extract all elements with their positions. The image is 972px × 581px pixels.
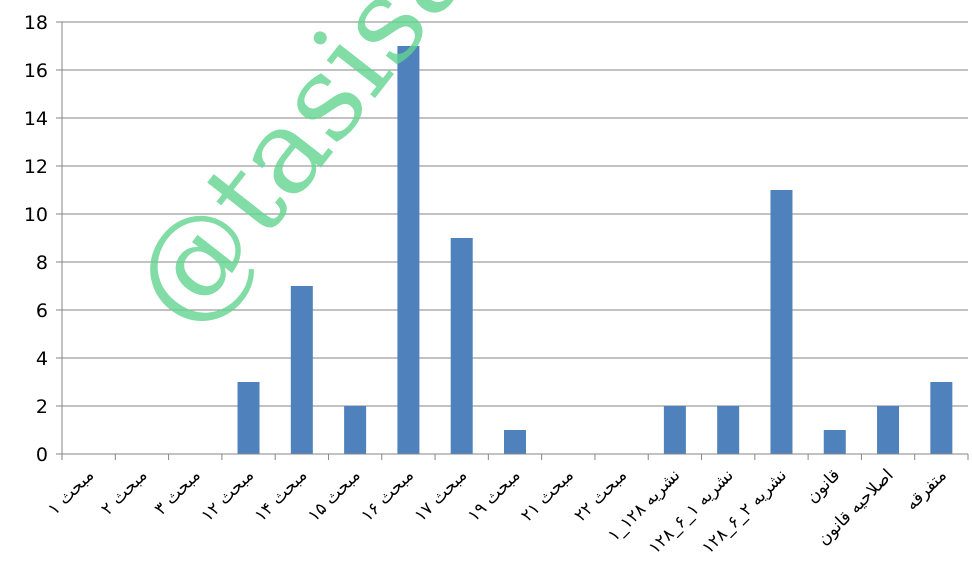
y-tick-label: 8 xyxy=(36,252,48,274)
y-tick-label: 6 xyxy=(36,300,48,322)
bar xyxy=(504,430,526,454)
axes xyxy=(61,22,969,460)
y-tick-label: 4 xyxy=(36,348,48,370)
y-tick-label: 16 xyxy=(24,60,48,82)
x-tick-label: متفرقه xyxy=(902,465,951,514)
bars xyxy=(237,46,953,454)
bar xyxy=(290,286,313,454)
x-tick-label: مبحث ۱۷ xyxy=(411,465,472,526)
y-tick-label: 2 xyxy=(36,396,48,418)
bar xyxy=(930,382,953,454)
y-tick-label: 10 xyxy=(24,204,48,226)
x-tick-label: مبحث ۲ xyxy=(97,465,151,519)
bar xyxy=(877,406,900,454)
x-tick-label: مبحث ۱۲ xyxy=(198,465,259,526)
y-tick-label: 0 xyxy=(36,444,48,466)
bar xyxy=(450,238,473,454)
grid-lines xyxy=(56,21,968,455)
bar xyxy=(663,406,686,454)
bar xyxy=(717,406,740,454)
x-tick-label: مبحث ۱۵ xyxy=(304,465,365,526)
x-tick-label: مبحث ۱۶ xyxy=(357,465,418,526)
x-tick-label: مبحث ۱۹ xyxy=(464,465,525,526)
y-tick-labels: 0 2 4 6 8 10 12 14 16 18 xyxy=(24,12,48,466)
x-tick-label: مبحث ۱ xyxy=(44,465,98,519)
bar xyxy=(397,46,420,454)
x-tick-label: مبحث ۱۴ xyxy=(251,465,312,526)
bar xyxy=(237,382,260,454)
y-tick-label: 18 xyxy=(24,12,48,34)
y-tick-label: 14 xyxy=(24,108,48,130)
bar xyxy=(770,190,793,454)
bar xyxy=(344,406,367,454)
x-tick-label: قانون xyxy=(802,465,844,507)
bar xyxy=(823,430,846,454)
watermark-text: @tasisatn xyxy=(103,0,574,352)
y-tick-label: 12 xyxy=(24,156,48,178)
x-tick-label: مبحث ۲۱ xyxy=(517,465,578,526)
